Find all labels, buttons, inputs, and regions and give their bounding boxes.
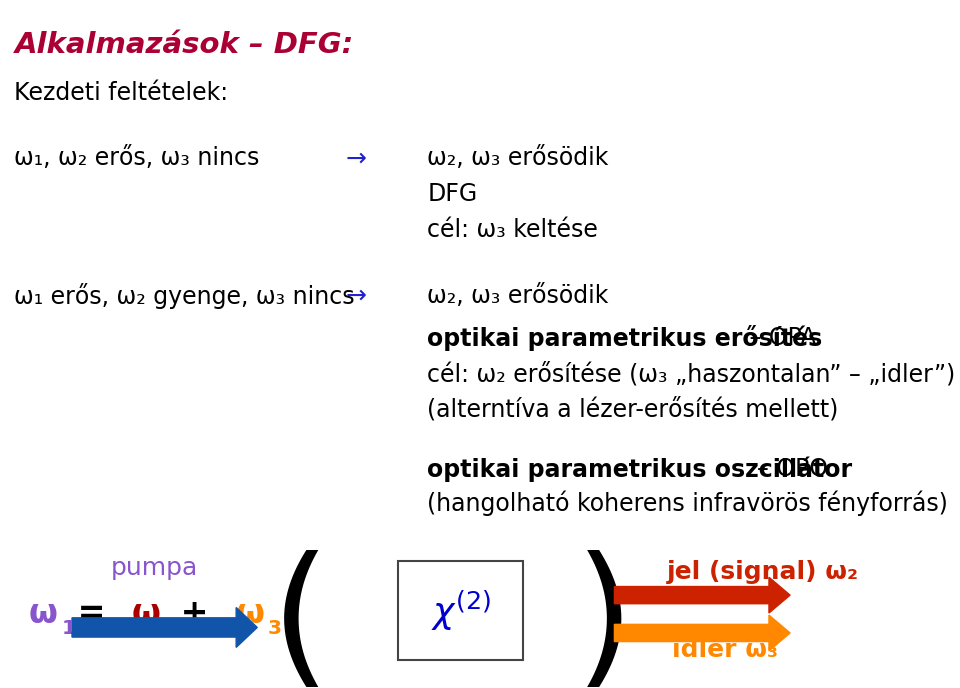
Text: ω₂, ω₃ erősödik: ω₂, ω₃ erősödik xyxy=(427,147,609,170)
Text: ): ) xyxy=(575,550,635,688)
Text: pumpa: pumpa xyxy=(110,556,198,579)
Text: 1: 1 xyxy=(61,619,75,638)
Text: DFG: DFG xyxy=(427,182,477,206)
Text: ω₁ erős, ω₂ gyenge, ω₃ nincs: ω₁ erős, ω₂ gyenge, ω₃ nincs xyxy=(14,283,355,309)
Text: 3: 3 xyxy=(268,619,281,638)
Text: ω: ω xyxy=(29,597,58,630)
Text: $\chi^{(2)}$: $\chi^{(2)}$ xyxy=(431,588,491,633)
Text: ω: ω xyxy=(235,597,264,630)
Text: +: + xyxy=(169,597,221,630)
Text: ω: ω xyxy=(132,597,161,630)
Text: – OPO: – OPO xyxy=(427,458,828,481)
Text: jel (signal) ω₂: jel (signal) ω₂ xyxy=(667,561,859,584)
Text: optikai parametrikus erősítés: optikai parametrikus erősítés xyxy=(427,325,823,352)
Text: idler ω₃: idler ω₃ xyxy=(672,638,778,662)
Bar xyxy=(398,561,523,660)
Text: →: → xyxy=(346,147,367,170)
Text: =: = xyxy=(66,597,117,630)
Text: ω₂, ω₃ erősödik: ω₂, ω₃ erősödik xyxy=(427,284,609,308)
Text: (hangolható koherens infravörös fényforrás): (hangolható koherens infravörös fényforr… xyxy=(427,491,948,517)
Text: optikai parametrikus oszcillátor: optikai parametrikus oszcillátor xyxy=(427,456,852,482)
Text: 2: 2 xyxy=(164,619,179,638)
Text: cél: ω₂ erősítése (ω₃ „haszontalan” – „idler”): cél: ω₂ erősítése (ω₃ „haszontalan” – „i… xyxy=(427,362,955,387)
Text: (alterntíva a lézer-erősítés mellett): (alterntíva a lézer-erősítés mellett) xyxy=(427,397,839,422)
Text: – OPA: – OPA xyxy=(427,327,817,350)
Text: Kezdeti feltételek:: Kezdeti feltételek: xyxy=(14,81,228,105)
Text: cél: ω₃ keltése: cél: ω₃ keltése xyxy=(427,218,598,241)
FancyArrow shape xyxy=(614,577,790,613)
FancyArrow shape xyxy=(614,615,790,651)
Text: (: ( xyxy=(271,550,330,688)
FancyArrow shape xyxy=(72,608,257,647)
Text: ω₁, ω₂ erős, ω₃ nincs: ω₁, ω₂ erős, ω₃ nincs xyxy=(14,147,260,170)
Text: Alkalmazások – DFG:: Alkalmazások – DFG: xyxy=(14,31,353,59)
Text: →: → xyxy=(346,284,367,308)
